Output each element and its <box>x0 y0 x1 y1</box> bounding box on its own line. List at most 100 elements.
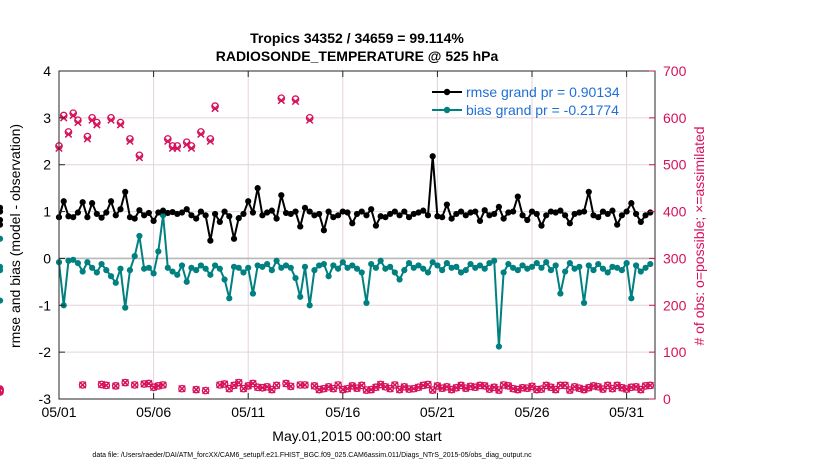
y-right-tick-label: 500 <box>663 157 687 173</box>
rmse-point <box>533 210 540 218</box>
y-right-tick-label: 200 <box>663 297 687 313</box>
x-tick-label: 05/21 <box>420 404 455 420</box>
rmse-point <box>434 213 441 220</box>
bias-point <box>103 267 110 274</box>
bias-point <box>207 271 214 278</box>
obs-assimilated-point <box>613 381 621 390</box>
bias-point <box>320 260 327 268</box>
rmse-point <box>467 209 474 216</box>
obs-assimilated-point <box>542 381 550 390</box>
rmse-point <box>79 199 86 206</box>
obs-assimilated-point <box>514 385 522 394</box>
rmse-point <box>547 208 555 215</box>
rmse-point <box>538 222 545 229</box>
bias-point <box>443 260 450 267</box>
x-axis-label: May.01,2015 00:00:00 start <box>272 428 442 444</box>
bias-point <box>174 271 181 278</box>
rmse-point <box>316 210 323 218</box>
bias-point <box>202 265 209 272</box>
bias-point <box>349 262 356 269</box>
obs-assimilated-point <box>192 385 200 394</box>
bias-point <box>457 269 465 276</box>
obs-assimilated-point <box>480 382 489 390</box>
obs-possible-point <box>111 382 120 390</box>
rmse-point <box>410 210 417 218</box>
rmse-point <box>420 207 427 214</box>
bias-point <box>623 260 630 267</box>
rmse-point <box>240 210 247 218</box>
obs-assimilated-point <box>126 137 134 146</box>
bias-point <box>0 235 4 242</box>
rmse-point <box>500 215 507 222</box>
rmse-point <box>169 208 176 216</box>
rmse-point <box>358 208 365 215</box>
rmse-point <box>278 192 285 199</box>
rmse-point <box>514 193 521 200</box>
obs-assimilated-point <box>457 381 465 390</box>
rmse-point <box>396 212 403 219</box>
rmse-point <box>150 217 157 225</box>
rmse-point <box>443 201 450 208</box>
rmse-point <box>363 212 370 219</box>
bias-point <box>74 260 82 267</box>
rmse-point <box>112 212 119 219</box>
rmse-point <box>93 210 100 218</box>
bias-point <box>401 267 408 274</box>
rmse-point <box>226 213 233 220</box>
bias-point <box>391 269 398 276</box>
bias-point <box>514 267 521 274</box>
obs-assimilated-point <box>447 385 456 394</box>
obs-possible-point <box>301 381 309 389</box>
obs-assimilated-point <box>64 130 73 138</box>
obs-assimilated-point <box>225 384 234 393</box>
rmse-point <box>585 188 592 195</box>
obs-assimilated-point <box>433 382 442 390</box>
obs-assimilated-point <box>372 383 380 392</box>
obs-possible-point <box>296 381 305 389</box>
bias-point <box>353 265 361 272</box>
bias-point <box>131 252 138 260</box>
bias-point <box>230 263 238 270</box>
rmse-point <box>330 214 337 221</box>
bias-point <box>306 302 313 309</box>
bias-point <box>547 267 555 274</box>
bias-point <box>264 260 271 268</box>
rmse-point <box>273 215 280 222</box>
obs-possible-point <box>145 379 153 388</box>
rmse-point <box>235 215 242 222</box>
bias-point <box>193 267 200 274</box>
bias-point <box>642 264 649 271</box>
y-left-tick-label: -3 <box>39 391 52 407</box>
rmse-point <box>188 212 195 219</box>
rmse-point <box>372 222 380 229</box>
bias-point <box>0 263 4 270</box>
bias-point <box>538 264 545 271</box>
rmse-point <box>642 212 649 219</box>
bias-point <box>382 265 389 272</box>
bias-point <box>363 299 370 307</box>
rmse-point <box>339 208 346 215</box>
bias-point <box>107 273 115 280</box>
rmse-point <box>306 208 313 215</box>
obs-possible-point <box>78 381 87 389</box>
rmse-point <box>0 221 4 228</box>
bias-point <box>316 262 323 269</box>
rmse-point <box>491 210 498 218</box>
rmse-point <box>405 214 413 221</box>
bias-point <box>65 257 72 264</box>
bias-point <box>235 264 242 271</box>
rmse-point <box>282 209 290 217</box>
obs-possible-point <box>636 385 645 394</box>
rmse-point <box>576 209 583 216</box>
bias-point <box>89 264 96 271</box>
legend: rmse grand pr = 0.90134 bias grand pr = … <box>432 84 620 118</box>
obs-possible-point <box>357 381 366 390</box>
rmse-point <box>159 207 167 214</box>
bias-point <box>126 267 134 274</box>
bias-point <box>486 260 493 267</box>
rmse-point <box>571 210 578 218</box>
rmse-point <box>145 209 152 217</box>
obs-assimilated-point <box>585 384 593 392</box>
rmse-point <box>391 208 398 215</box>
bias-point <box>358 269 365 276</box>
